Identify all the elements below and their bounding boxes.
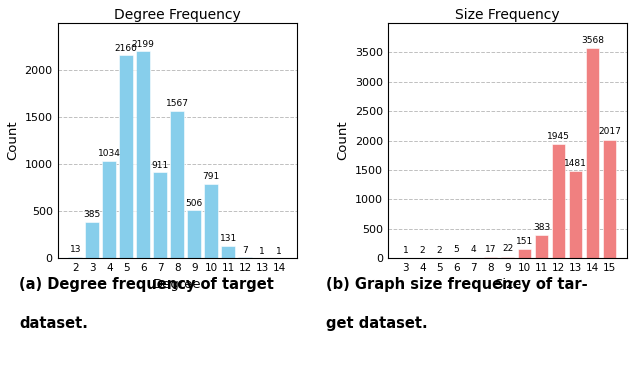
Text: (b) Graph size frequency of tar-: (b) Graph size frequency of tar- [326,277,588,292]
X-axis label: Size: Size [494,278,521,291]
Bar [204,184,218,258]
Text: 151: 151 [516,237,533,246]
Text: 1034: 1034 [98,149,121,159]
Title: Degree Frequency: Degree Frequency [114,8,241,22]
Text: 911: 911 [152,161,169,170]
Text: 1: 1 [259,246,265,256]
Bar [586,49,599,258]
Text: 17: 17 [484,245,496,254]
X-axis label: Degree: Degree [153,278,202,291]
Text: 131: 131 [220,234,237,243]
Text: 1: 1 [276,246,282,256]
Title: Size Frequency: Size Frequency [455,8,560,22]
Text: 2: 2 [436,246,442,254]
Bar [535,236,548,258]
Y-axis label: Count: Count [337,121,349,160]
Bar [603,139,616,258]
Bar [188,211,201,258]
Text: 22: 22 [502,244,513,253]
Text: dataset.: dataset. [19,316,88,331]
Text: 506: 506 [186,199,203,208]
Text: 1945: 1945 [547,132,570,141]
Text: 13: 13 [70,245,81,254]
Text: 2199: 2199 [132,40,155,49]
Bar [518,249,531,258]
Bar [136,51,150,258]
Text: 4: 4 [471,246,476,254]
Text: 791: 791 [203,172,220,181]
Bar [484,257,497,258]
Text: 7: 7 [243,246,248,255]
Bar [170,111,184,258]
Text: 1481: 1481 [564,159,587,168]
Bar [552,144,565,258]
Text: 1: 1 [403,246,408,254]
Bar [239,257,252,258]
Bar [500,257,515,258]
Bar [68,257,82,258]
Bar [221,246,235,258]
Bar [120,55,133,258]
Text: 3568: 3568 [581,36,604,45]
Text: 2017: 2017 [598,127,621,136]
Y-axis label: Count: Count [6,121,19,160]
Text: 385: 385 [84,211,101,219]
Bar [154,172,167,258]
Text: 1567: 1567 [166,99,189,109]
Text: get dataset.: get dataset. [326,316,428,331]
Text: (a) Degree frequency of target: (a) Degree frequency of target [19,277,274,292]
Bar [569,171,582,258]
Bar [102,161,116,258]
Text: 383: 383 [533,223,550,232]
Text: 5: 5 [454,245,460,254]
Bar [86,222,99,258]
Text: 2160: 2160 [115,44,138,53]
Text: 2: 2 [420,246,426,254]
